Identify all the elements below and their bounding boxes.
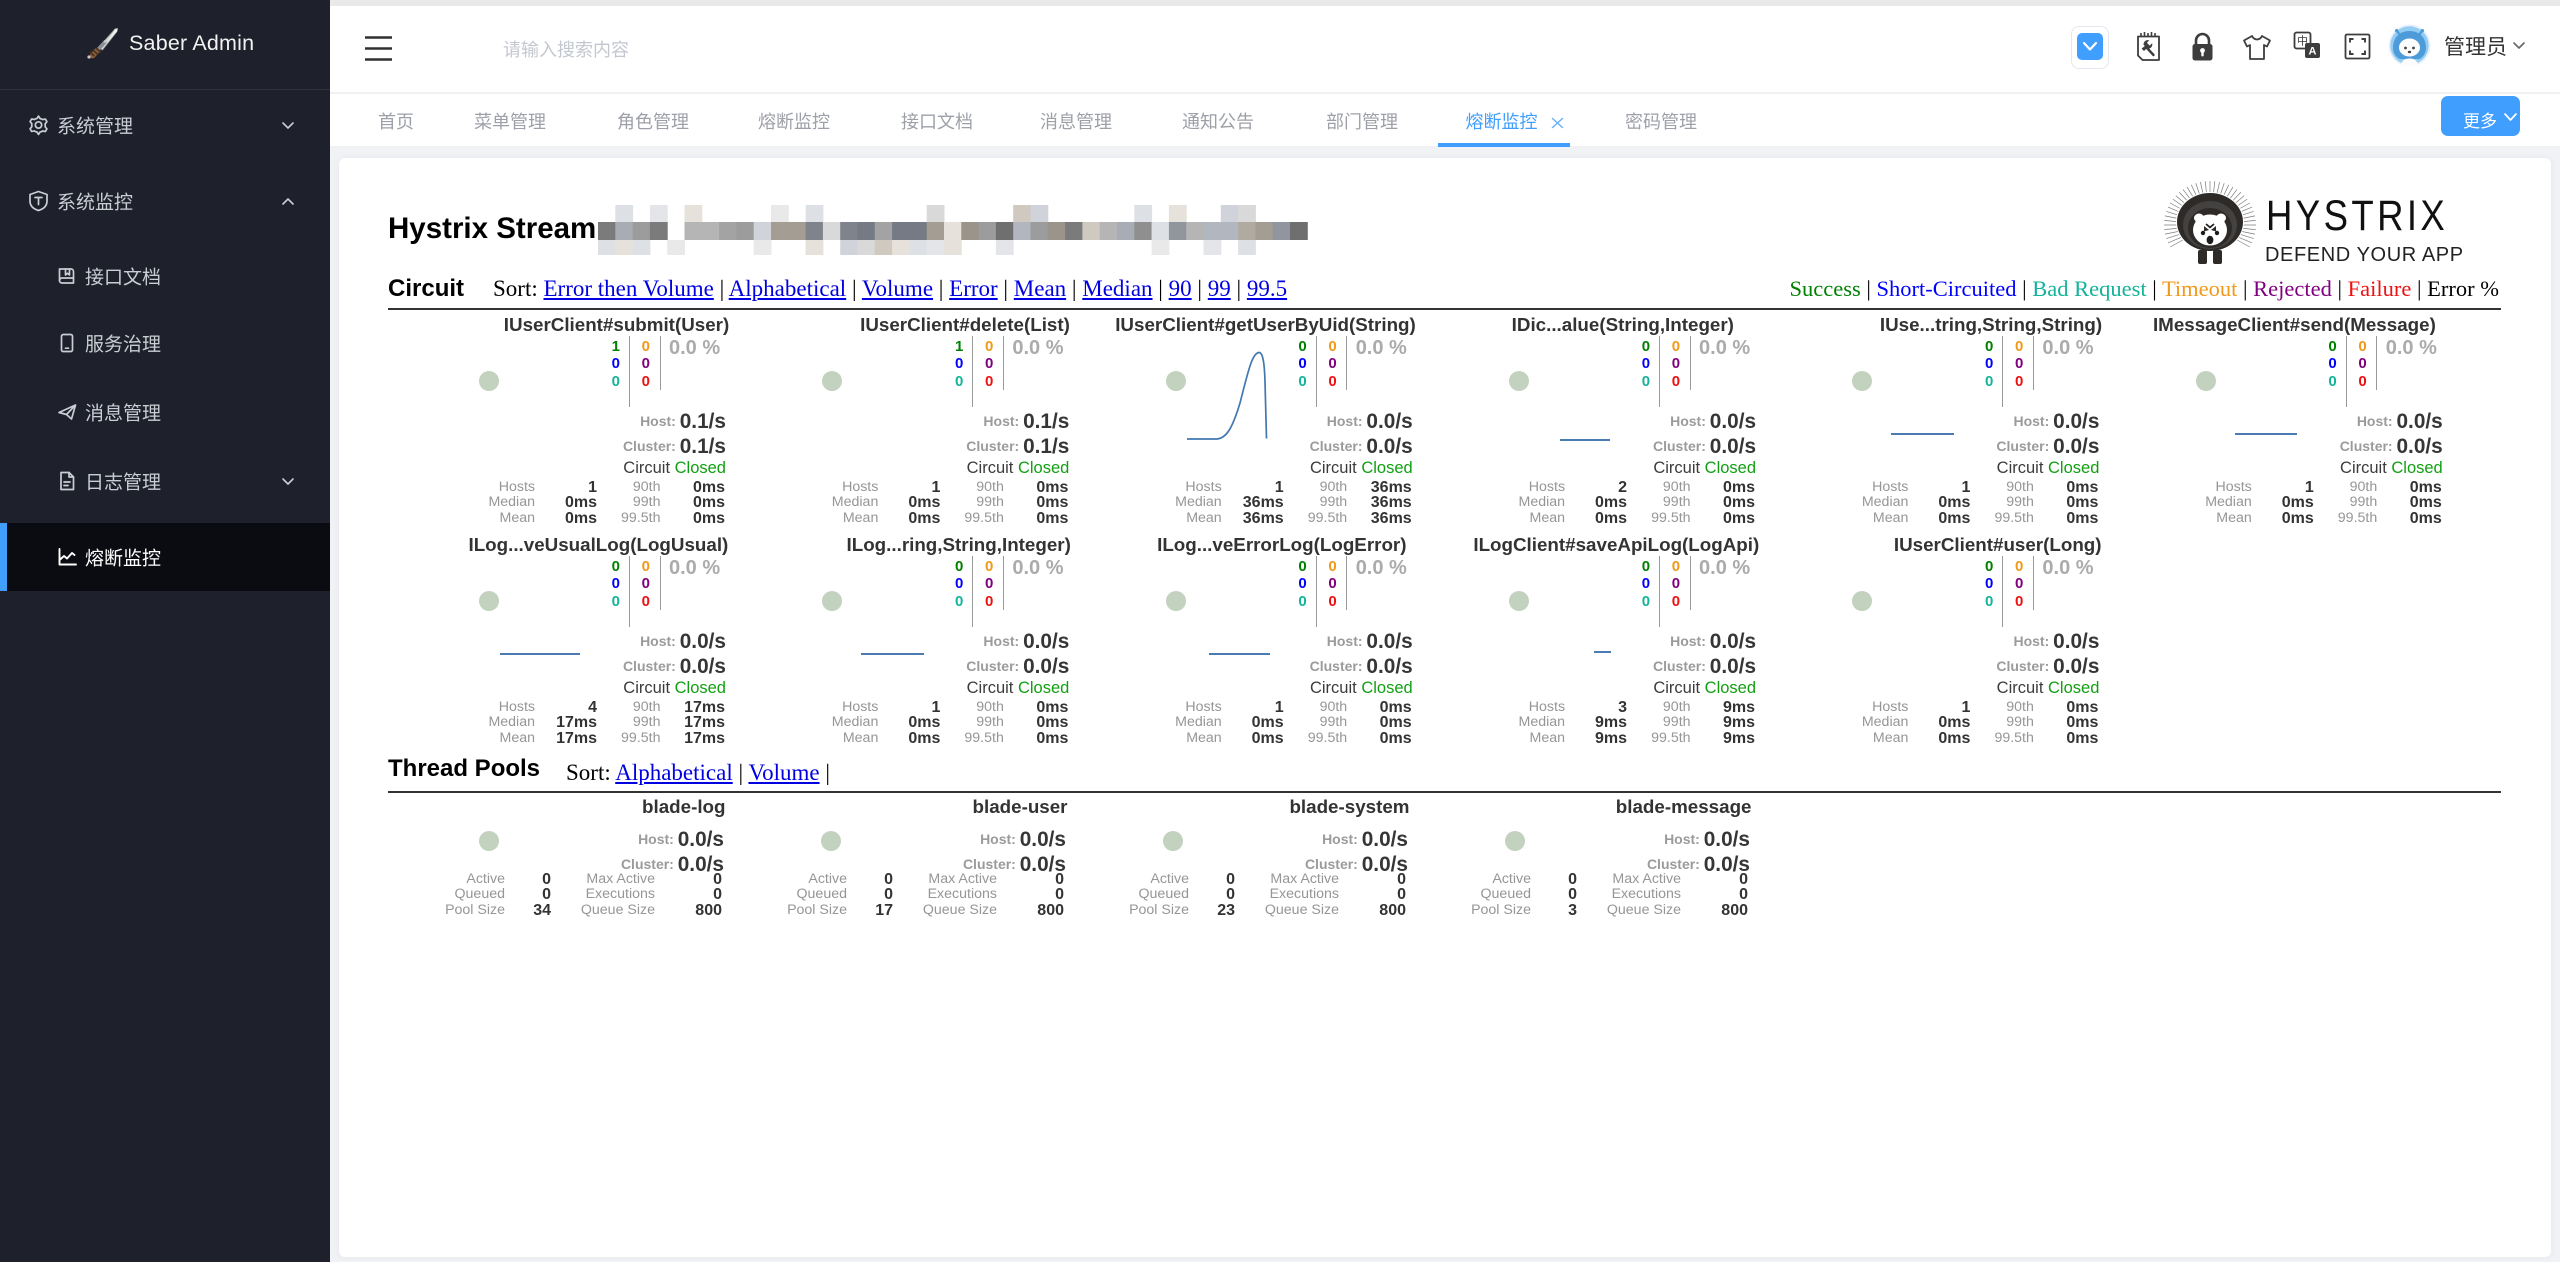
svg-text:中: 中 — [2297, 35, 2308, 48]
svg-text:A: A — [2309, 46, 2317, 58]
